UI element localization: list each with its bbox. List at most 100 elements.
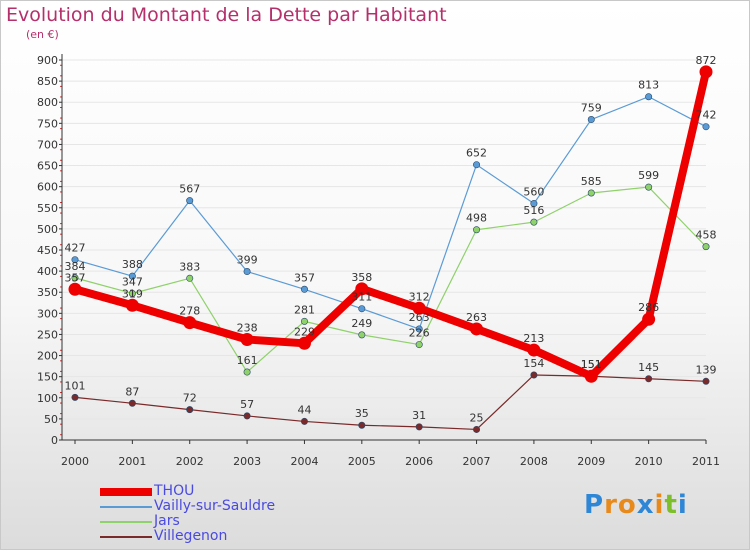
x-tick-label: 2007 <box>463 455 491 468</box>
x-tick-label: 2000 <box>61 455 89 468</box>
legend-label: Vailly-sur-Sauldre <box>154 498 276 514</box>
data-point <box>473 226 481 234</box>
data-point <box>587 189 595 197</box>
logo-letter: i <box>654 490 665 520</box>
data-point <box>412 301 426 315</box>
data-point <box>240 333 254 347</box>
data-label: 226 <box>409 327 430 340</box>
x-tick-label: 2010 <box>635 455 663 468</box>
legend-item: Jars <box>100 514 275 529</box>
logo-letter: o <box>617 490 637 520</box>
series-layer <box>68 65 713 433</box>
data-label: 281 <box>294 303 315 316</box>
data-point <box>243 412 251 420</box>
data-label: 357 <box>294 271 315 284</box>
data-label: 383 <box>179 260 200 273</box>
y-tick-label: 150 <box>37 371 58 384</box>
data-point <box>645 375 653 383</box>
data-label: 161 <box>237 354 258 367</box>
y-tick-label: 700 <box>37 138 58 151</box>
data-label: 25 <box>470 411 484 424</box>
data-point <box>702 123 710 131</box>
grid-layer <box>62 59 706 441</box>
logo-letter: r <box>604 490 618 520</box>
data-label: 35 <box>355 407 369 420</box>
data-label: 145 <box>638 361 659 374</box>
x-tick-label: 2009 <box>577 455 605 468</box>
data-point <box>186 197 194 205</box>
y-tick-label: 600 <box>37 181 58 194</box>
data-label: 358 <box>351 271 372 284</box>
series-line-thou <box>71 67 710 381</box>
y-tick-label: 750 <box>37 117 58 130</box>
data-point <box>358 305 366 313</box>
data-point <box>128 289 136 297</box>
data-label: 759 <box>581 102 602 115</box>
data-point <box>300 285 308 293</box>
legend-item: Villegenon <box>100 529 275 544</box>
data-point <box>642 312 656 326</box>
data-point <box>128 399 136 407</box>
data-point <box>300 317 308 325</box>
data-label: 44 <box>297 403 311 416</box>
data-label: 311 <box>351 291 372 304</box>
data-point <box>358 331 366 339</box>
data-point <box>68 282 82 296</box>
logo-letter: t <box>664 490 678 520</box>
data-point <box>587 116 595 124</box>
data-point <box>473 161 481 169</box>
x-tick-label: 2005 <box>348 455 376 468</box>
y-tick-label: 250 <box>37 328 58 341</box>
data-label: 347 <box>122 275 143 288</box>
data-point <box>584 369 598 383</box>
data-point <box>71 256 79 264</box>
data-label-layer: 357 319 278 238 229 358 312 263 213 151 286 872 427 3… <box>65 54 717 425</box>
data-label: 263 <box>466 311 487 324</box>
axis-layer: 0 50 100 150 200 250 300 350 400 450 500 550 600 650 7… <box>37 54 720 468</box>
data-point <box>300 417 308 425</box>
data-point <box>355 282 369 296</box>
legend-item: Vailly-sur-Sauldre <box>100 499 275 514</box>
data-point <box>125 298 139 312</box>
data-point <box>128 272 136 280</box>
y-tick-label: 200 <box>37 350 58 363</box>
data-point <box>470 322 484 336</box>
x-tick-label: 2011 <box>692 455 720 468</box>
legend-label: Villegenon <box>154 528 228 544</box>
y-tick-label: 450 <box>37 244 58 257</box>
data-label: 872 <box>696 54 717 67</box>
data-label: 151 <box>581 358 602 371</box>
data-point <box>183 316 197 330</box>
data-label: 498 <box>466 212 487 225</box>
data-label: 87 <box>125 385 139 398</box>
series-line-villegenon <box>74 374 707 431</box>
data-label: 31 <box>412 409 426 422</box>
data-point <box>297 336 311 350</box>
x-tick-label: 2003 <box>233 455 261 468</box>
data-label: 388 <box>122 258 143 271</box>
legend-label: Jars <box>154 513 180 529</box>
data-point <box>473 425 481 433</box>
data-label: 567 <box>179 183 200 196</box>
data-label: 72 <box>183 392 197 405</box>
legend-label: THOU <box>154 483 195 499</box>
data-point <box>530 218 538 226</box>
data-label: 458 <box>696 229 717 242</box>
legend: THOU Vailly-sur-Sauldre Jars Villegenon <box>100 484 275 544</box>
x-tick-label: 2006 <box>405 455 433 468</box>
data-point <box>243 268 251 276</box>
data-point <box>699 65 713 79</box>
data-point <box>186 274 194 282</box>
data-label: 560 <box>523 186 544 199</box>
legend-swatch <box>100 505 152 508</box>
series-line-vailly-sur-sauldre <box>74 96 707 330</box>
y-tick-label: 550 <box>37 202 58 215</box>
data-label: 263 <box>409 311 430 324</box>
data-label: 238 <box>237 322 258 335</box>
data-point <box>530 200 538 208</box>
data-label: 399 <box>237 254 258 267</box>
data-point <box>530 371 538 379</box>
y-tick-label: 350 <box>37 286 58 299</box>
